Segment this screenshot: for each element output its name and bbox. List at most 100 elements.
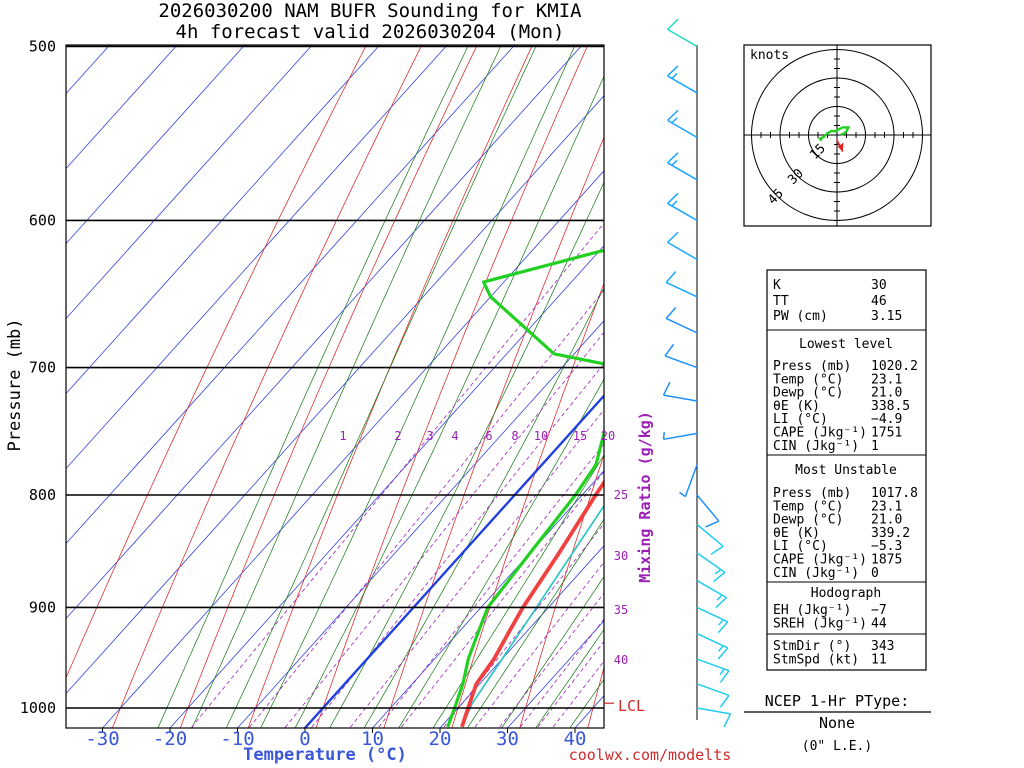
dry-adiabat-line — [519, 453, 604, 728]
wind-barb-staff — [696, 523, 724, 547]
wind-barb — [696, 658, 730, 683]
pressure-tick-label: 1000 — [20, 699, 56, 717]
lowest-level-row-label: θE (K) — [773, 399, 820, 414]
wind-barb-flag — [662, 381, 671, 396]
title-line1: 2026030200 NAM BUFR Sounding for KMIA — [158, 0, 582, 22]
temperature-tick-label: -20 — [153, 728, 187, 750]
lowest-level-header: Lowest level — [799, 337, 893, 352]
wind-barb-half — [671, 117, 678, 124]
temperature-tick-label: 0 — [299, 728, 310, 750]
wind-barb — [667, 65, 698, 94]
mixing-ratio-line — [442, 522, 604, 728]
moist-adiabat-line — [260, 45, 576, 728]
hodograph-stats-row-label: SREH (Jkg⁻¹) — [773, 616, 867, 631]
lcl-label: LCL — [618, 697, 645, 715]
moist-adiabat-line — [157, 45, 469, 728]
k-index-value: 30 — [871, 278, 887, 293]
wind-barb-staff — [696, 707, 731, 715]
moist-adiabat-line — [363, 287, 604, 728]
storm-motion-arrow — [837, 142, 844, 152]
isotherm-line — [439, 545, 604, 728]
wind-barb-flag — [665, 306, 677, 319]
hodograph-stats-row-label: EH (Jkg⁻¹) — [773, 603, 851, 618]
most-unstable-row-label: CIN (Jkg⁻¹) — [773, 566, 859, 581]
isotherm-line — [102, 170, 604, 728]
ptype-value: None — [819, 714, 855, 732]
wind-barb-flag — [667, 192, 679, 204]
most-unstable-row-label: Dewp (°C) — [773, 513, 843, 528]
wind-barb-flag — [667, 65, 679, 77]
storm-motion-row-label: StmSpd (kt) — [773, 652, 859, 667]
mixing-ratio-line — [473, 561, 604, 728]
most-unstable-row-label: CAPE (Jkg⁻¹) — [773, 553, 867, 568]
indices-table-frame — [766, 269, 927, 671]
wind-barb-staff — [667, 28, 698, 48]
mixing-ratio-tick-label: 15 — [573, 429, 587, 443]
ptype-amount: (0" L.E.) — [802, 739, 872, 754]
wind-barb-staff — [684, 464, 698, 497]
most-unstable-row-label: Press (mb) — [773, 486, 851, 501]
wind-barb — [665, 306, 698, 334]
x-axis-label: Temperature (°C) — [243, 745, 407, 765]
wind-barb — [667, 109, 698, 139]
isotherm-line — [66, 45, 313, 320]
moist-adiabat-line — [225, 45, 538, 728]
most-unstable-row-label: Temp (°C) — [773, 499, 843, 514]
mixing-ratio-tick-label-right: 40 — [614, 653, 628, 667]
wind-barb-flag — [719, 670, 730, 683]
dry-adiabat-line — [315, 45, 589, 728]
wind-barb — [667, 18, 698, 48]
dry-adiabat-line — [247, 45, 533, 728]
pressure-tick-label: 800 — [29, 486, 56, 504]
wind-barb-half — [717, 645, 724, 652]
wind-barb — [665, 270, 698, 298]
wind-barb-flag — [667, 109, 679, 121]
wind-barb-flag — [717, 647, 729, 660]
lowest-level-row-value: 1020.2 — [871, 359, 918, 374]
mixing-ratio-tick-label: 6 — [485, 429, 492, 443]
temperature-tick-label: 30 — [496, 728, 519, 750]
wind-barb-half — [679, 491, 686, 498]
wind-barb — [696, 552, 726, 583]
wind-barb-flag — [713, 571, 726, 583]
wind-barb-flag — [723, 713, 732, 728]
lowest-level-row-label: LI (°C) — [773, 412, 828, 427]
mixing-ratio-tick-label: 4 — [451, 429, 458, 443]
mixing-ratio-line — [190, 222, 604, 728]
lowest-level-row-label: Press (mb) — [773, 359, 851, 374]
most-unstable-row-value: 0 — [871, 566, 879, 581]
plot-frame — [65, 44, 614, 733]
temperature-tick-label: 10 — [361, 728, 384, 750]
mixing-ratio-tick-label-right: 30 — [614, 549, 628, 563]
wind-barb-flag — [710, 545, 724, 556]
lowest-level-row-value: −4.9 — [871, 412, 902, 427]
most-unstable-row-label: LI (°C) — [773, 539, 828, 554]
isotherm-line — [169, 245, 604, 728]
most-unstable-row-value: 23.1 — [871, 499, 902, 514]
wind-barb — [696, 683, 730, 708]
storm-motion-row-value: 11 — [871, 652, 887, 667]
wind-barb — [696, 494, 720, 528]
pressure-tick-label: 500 — [29, 37, 56, 55]
wind-barb-flag — [719, 695, 730, 708]
wind-barb-flag — [667, 231, 679, 243]
wind-barb-flag — [667, 18, 679, 30]
wind-barb — [696, 606, 729, 634]
wind-barb — [696, 632, 729, 660]
wind-barb-flag — [667, 152, 679, 164]
y-axis-label: Pressure (mb) — [5, 318, 25, 451]
wind-barb-flag — [715, 597, 727, 609]
mixing-ratio-line — [248, 289, 604, 728]
dry-adiabat-line — [66, 45, 367, 679]
wind-barb — [679, 464, 698, 498]
parcel-trace — [461, 504, 604, 728]
lowest-level-row-value: 338.5 — [871, 399, 910, 414]
wind-barb-staff — [664, 355, 698, 369]
dry-adiabat-line — [923, 0, 1024, 755]
lowest-level-row-value: 23.1 — [871, 372, 902, 387]
hodograph-stats-header: Hodograph — [811, 586, 881, 601]
isotherm-line — [66, 45, 380, 395]
dry-adiabat-line — [991, 0, 1024, 755]
site-credit[interactable]: coolwx.com/modelts — [569, 746, 732, 764]
